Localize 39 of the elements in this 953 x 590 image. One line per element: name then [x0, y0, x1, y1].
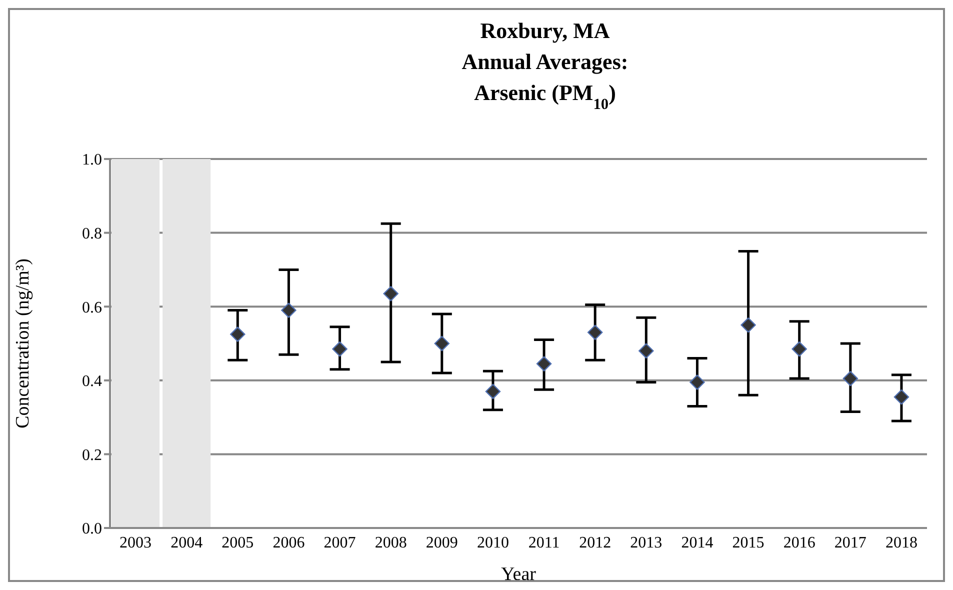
point — [740, 317, 756, 333]
point — [536, 356, 552, 372]
point — [792, 341, 807, 357]
x-tick-label: 2006 — [272, 534, 305, 552]
y-tick-label: 0.2 — [82, 446, 102, 464]
point — [230, 326, 246, 342]
point — [281, 302, 296, 318]
y-tick-label: 0.6 — [82, 299, 102, 316]
x-tick-label: 2018 — [885, 534, 918, 552]
x-tick-label: 2016 — [783, 534, 816, 552]
x-tick-label: 2015 — [732, 534, 764, 552]
x-tick-label: 2014 — [681, 534, 714, 552]
x-tick-label: 2003 — [120, 534, 152, 552]
x-tick-label: 2005 — [222, 534, 254, 552]
x-tick-label: 2007 — [324, 534, 356, 552]
y-tick-label: 0.0 — [82, 520, 102, 538]
x-tick-label: 2013 — [630, 534, 662, 552]
x-axis-title: Year — [500, 564, 537, 585]
y-tick-label: 0.8 — [82, 225, 102, 242]
point — [332, 341, 348, 357]
point — [894, 389, 910, 405]
point — [690, 374, 705, 390]
point — [434, 336, 450, 352]
y-tick-label: 1.0 — [82, 152, 102, 169]
point — [842, 370, 858, 386]
x-tick-label: 2010 — [476, 534, 509, 552]
x-tick-label: 2004 — [170, 534, 203, 552]
chart-title: Roxbury, MA Annual Averages: Arsenic (PM$_{10}$) — [462, 18, 628, 112]
x-tick-label: 2017 — [834, 534, 866, 552]
x-tick-label: 2009 — [426, 534, 458, 552]
point — [485, 384, 501, 400]
point — [587, 324, 603, 340]
point — [638, 343, 654, 358]
x-tick-label: 2011 — [528, 534, 560, 552]
x-tick-label: 2008 — [374, 534, 407, 552]
y-tick-label: 0.4 — [82, 373, 102, 390]
point — [383, 286, 398, 302]
y-axis-title: Concentration (ng/m³) — [12, 258, 34, 428]
x-tick-label: 2012 — [579, 534, 612, 552]
